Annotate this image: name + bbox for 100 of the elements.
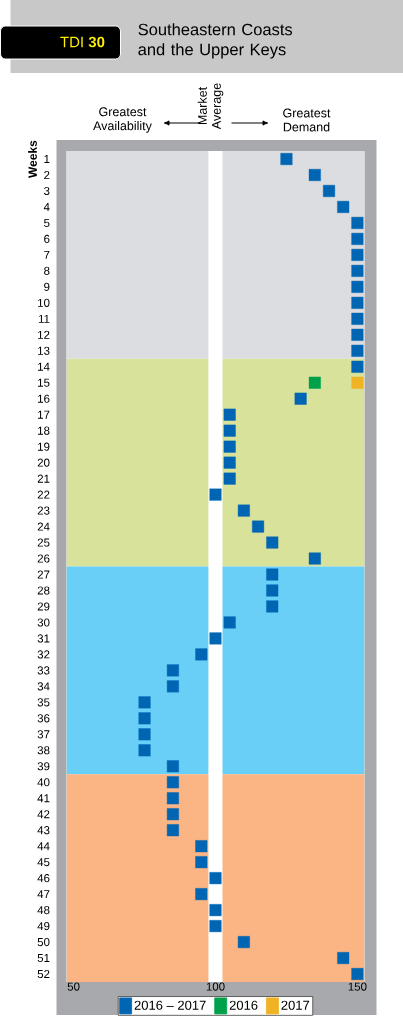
point (223, 440, 236, 453)
point (223, 424, 236, 437)
point (237, 504, 250, 517)
y-tick-label: 34 (37, 682, 50, 691)
point (138, 728, 151, 741)
y-tick-label: 15 (37, 378, 50, 387)
chart-title: Southeastern Coasts and the Upper Keys (138, 23, 292, 59)
point (209, 920, 222, 933)
point (266, 568, 279, 581)
y-tick-label: 32 (37, 650, 50, 659)
y-tick-label: 40 (37, 778, 50, 787)
y-tick-label: 38 (37, 746, 50, 755)
y-tick-label: 14 (37, 362, 50, 371)
y-axis-title: Weeks (27, 140, 37, 178)
legend-label: 2016 – 2017 (134, 1000, 206, 1010)
y-tick-label: 39 (37, 762, 50, 771)
point (138, 744, 151, 757)
point (351, 968, 364, 981)
y-tick-label: 30 (37, 618, 50, 627)
point (336, 200, 349, 213)
y-tick-label: 16 (37, 394, 50, 403)
y-tick-label: 12 (37, 330, 50, 339)
y-tick-label: 51 (37, 954, 50, 963)
point (351, 312, 364, 325)
y-tick-label: 7 (43, 250, 50, 259)
point (209, 904, 222, 917)
point (209, 872, 222, 885)
point (351, 344, 364, 357)
y-tick-label: 45 (37, 858, 50, 867)
y-tick-label: 26 (37, 554, 50, 563)
point (138, 696, 151, 709)
y-tick-label: 41 (37, 794, 50, 803)
y-tick-label: 28 (37, 586, 50, 595)
chart-subtitle: TDI 30 (60, 36, 105, 48)
y-tick-label: 43 (37, 826, 50, 835)
y-tick-label: 35 (37, 698, 50, 707)
point (351, 232, 364, 245)
point (195, 888, 208, 901)
point (351, 376, 364, 389)
point (209, 632, 222, 645)
point (266, 600, 279, 613)
point (195, 856, 208, 869)
point (166, 824, 179, 837)
point (223, 472, 236, 485)
legend-label: 2017 (281, 1000, 309, 1010)
point (166, 664, 179, 677)
y-tick-label: 46 (37, 874, 50, 883)
y-tick-label: 47 (37, 890, 50, 899)
point (351, 296, 364, 309)
point (166, 776, 179, 789)
text: Greatest Demand (282, 108, 331, 132)
point (223, 616, 236, 629)
point (209, 488, 222, 501)
y-tick-label: 27 (37, 570, 50, 579)
legend-label: 2016 (229, 1000, 258, 1010)
point (322, 184, 335, 197)
y-tick-label: 23 (37, 506, 50, 515)
y-tick-label: 36 (37, 714, 50, 723)
y-tick-label: 25 (37, 538, 50, 547)
y-tick-label: 10 (37, 298, 50, 307)
y-tick-label: 13 (37, 346, 50, 355)
y-tick-label: 42 (37, 810, 50, 819)
point (351, 328, 364, 341)
y-tick-label: 20 (37, 458, 50, 467)
x-tick-label: 50 (67, 982, 80, 991)
y-tick-label: 48 (37, 906, 50, 915)
y-tick-label: 17 (37, 410, 50, 419)
point (266, 536, 279, 549)
y-tick-label: 6 (43, 234, 50, 243)
y-tick-label: 22 (37, 490, 50, 499)
point (166, 808, 179, 821)
point (351, 264, 364, 277)
point (237, 936, 250, 949)
x-tick-label: 100 (206, 982, 225, 991)
point (351, 248, 364, 261)
text: Greatest Availability (92, 107, 152, 133)
point (280, 153, 293, 166)
point (266, 584, 279, 597)
point (166, 792, 179, 805)
y-tick-label: 44 (37, 842, 50, 851)
point (351, 216, 364, 229)
x-tick-label: 150 (348, 982, 367, 991)
y-tick-label: 2 (43, 170, 50, 180)
y-tick-label: 19 (37, 442, 50, 451)
point (294, 392, 307, 405)
point (351, 360, 364, 373)
point (138, 712, 151, 725)
point (308, 552, 321, 565)
y-tick-label: 9 (43, 282, 50, 291)
point (351, 280, 364, 293)
y-tick-label: 50 (37, 937, 50, 947)
y-tick-label: 31 (37, 634, 50, 643)
point (308, 169, 321, 181)
y-tick-label: 1 (44, 155, 50, 163)
y-tick-label: 33 (37, 666, 50, 675)
point (166, 760, 179, 773)
y-tick-label: 24 (37, 522, 50, 531)
y-tick-label: 49 (37, 922, 50, 931)
point (223, 408, 236, 421)
y-tick-label: 11 (38, 314, 50, 323)
